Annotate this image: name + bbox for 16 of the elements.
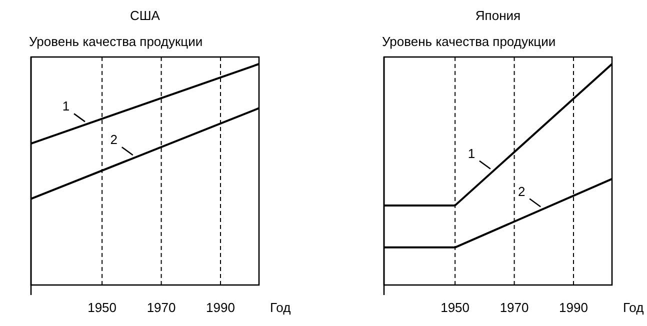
x-tick-label: 1990 <box>206 300 235 315</box>
x-tick-label: 1970 <box>146 300 176 315</box>
x-tick-label: 1950 <box>440 300 470 315</box>
series-label: 2 <box>518 184 526 199</box>
x-tick-label: 1950 <box>88 300 117 315</box>
y-axis-title: Уровень качества продукции <box>382 34 556 49</box>
x-axis-title: Год <box>270 300 292 315</box>
series-label: 1 <box>62 98 70 114</box>
chart-title: Япония <box>475 8 521 23</box>
chart-title: США <box>130 8 160 23</box>
y-axis-title: Уровень качества продукции <box>29 34 203 49</box>
x-axis-title: Год <box>623 300 644 315</box>
series-label: 1 <box>468 146 476 161</box>
series-label: 2 <box>110 132 118 148</box>
x-tick-label: 1990 <box>559 300 588 315</box>
x-tick-label: 1970 <box>500 300 529 315</box>
